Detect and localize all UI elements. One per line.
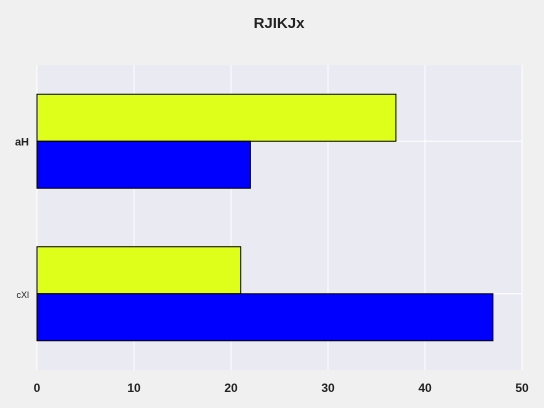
bar-cXl-series-1 bbox=[36, 293, 494, 342]
x-tick-label-2: 20 bbox=[224, 381, 238, 395]
x-tick-label-1: 10 bbox=[127, 381, 141, 395]
x-tick-label-3: 30 bbox=[321, 381, 335, 395]
y-axis-categories: aH cXl bbox=[15, 136, 29, 300]
x-tick-label-5: 50 bbox=[515, 381, 529, 395]
x-axis-ticks: 0 10 20 30 40 50 bbox=[34, 381, 529, 395]
bar-aH-series-0 bbox=[36, 93, 397, 142]
category-label-cXl: cXl bbox=[16, 290, 29, 300]
x-tick-label-0: 0 bbox=[34, 381, 41, 395]
bar-cXl-series-0 bbox=[36, 246, 242, 295]
chart-title: RJIKJx bbox=[254, 15, 306, 32]
bars bbox=[36, 93, 494, 342]
bar-aH-series-1 bbox=[36, 140, 251, 189]
category-label-aH: aH bbox=[15, 136, 29, 148]
x-tick-label-4: 40 bbox=[418, 381, 432, 395]
